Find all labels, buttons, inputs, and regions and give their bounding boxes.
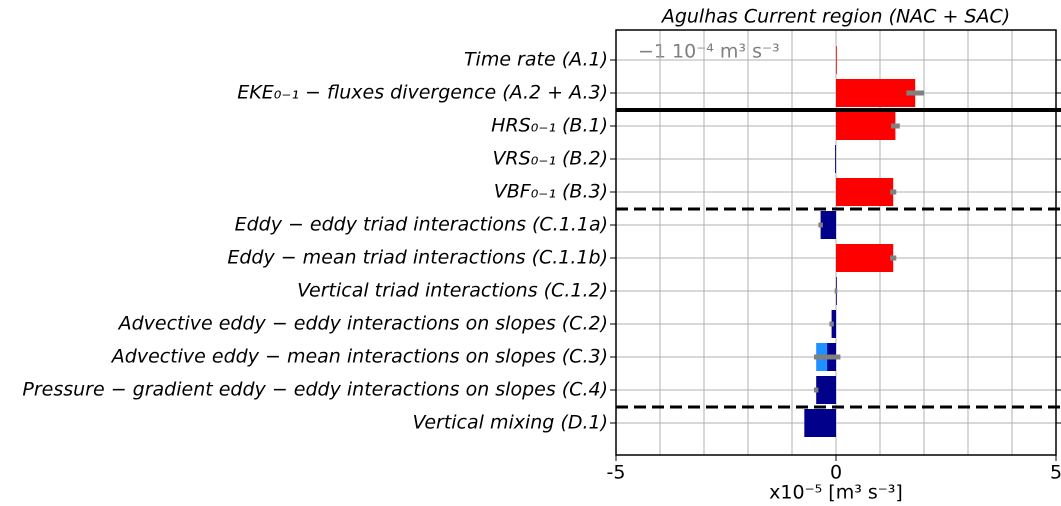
- x-tick-label: 0: [830, 462, 842, 484]
- bar: [820, 211, 836, 239]
- x-tick-label: 5: [1050, 462, 1061, 484]
- x-axis-label: x10⁻⁵ [m³ s⁻³]: [769, 482, 903, 504]
- x-tick-label: -5: [607, 462, 626, 484]
- annotation: −1 10⁻⁴ m³ s⁻³: [638, 41, 780, 63]
- y-tick-label: HRS₀₋₁ (B.1): [491, 115, 608, 137]
- y-tick-label: EKE₀₋₁ − fluxes divergence (A.2 + A.3): [237, 82, 608, 104]
- bar: [836, 178, 894, 206]
- y-tick-label: VBF₀₋₁ (B.3): [494, 181, 608, 203]
- y-tick-label: VRS₀₋₁ (B.2): [492, 148, 608, 170]
- bar: [836, 112, 896, 140]
- y-tick-label: Eddy − mean triad interactions (C.1.1b): [227, 247, 608, 269]
- bar: [836, 244, 894, 272]
- bar: [836, 79, 916, 107]
- bar: [804, 409, 836, 437]
- bar: [836, 46, 837, 74]
- bar: [816, 376, 836, 404]
- y-tick-label: Pressure − gradient eddy − eddy interact…: [22, 379, 608, 401]
- bar: [835, 145, 836, 173]
- y-tick-label: Advective eddy − mean interactions on sl…: [110, 346, 608, 368]
- plot-frame: [615, 29, 1057, 456]
- y-tick-label: Vertical triad interactions (C.1.2): [297, 280, 608, 302]
- y-tick-label: Eddy − eddy triad interactions (C.1.1a): [235, 214, 608, 236]
- y-tick-label: Time rate (A.1): [464, 49, 608, 71]
- y-tick-label: Vertical mixing (D.1): [412, 412, 608, 434]
- y-tick-label: Advective eddy − eddy interactions on sl…: [117, 313, 608, 335]
- chart-title: Agulhas Current region (NAC + SAC): [660, 6, 1010, 28]
